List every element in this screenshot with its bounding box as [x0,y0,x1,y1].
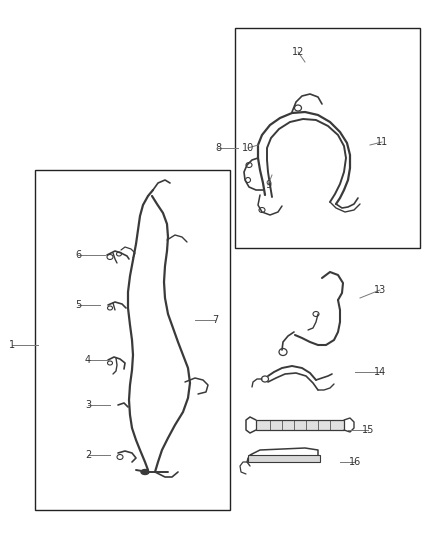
Text: 12: 12 [292,47,304,57]
Text: 13: 13 [374,285,386,295]
Text: 9: 9 [265,180,271,190]
Text: 16: 16 [349,457,361,467]
Text: 3: 3 [85,400,91,410]
Text: 15: 15 [362,425,374,435]
Text: 11: 11 [376,137,388,147]
Text: 8: 8 [215,143,221,153]
Bar [235,28,420,248]
Text: 2: 2 [85,450,91,460]
Bar [256,420,344,430]
Bar [35,170,230,510]
Text: 4: 4 [85,355,91,365]
Text: 14: 14 [374,367,386,377]
Bar [248,455,320,462]
Text: 1: 1 [9,340,15,350]
Text: 5: 5 [75,300,81,310]
Ellipse shape [141,470,149,474]
Text: 10: 10 [242,143,254,153]
Text: 6: 6 [75,250,81,260]
Text: 7: 7 [212,315,218,325]
